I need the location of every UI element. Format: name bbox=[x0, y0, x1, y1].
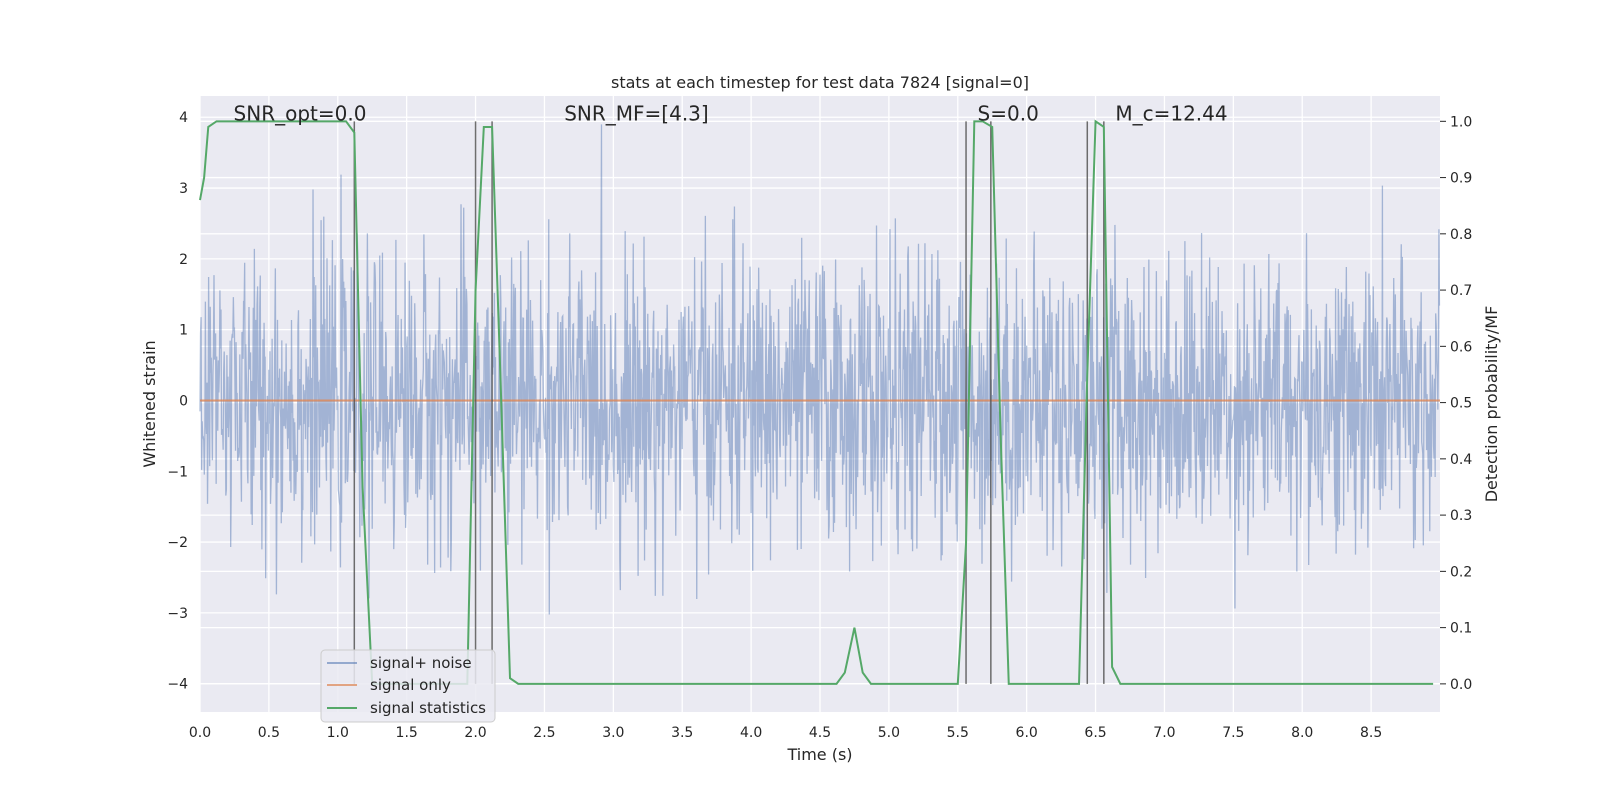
x-tick-label: 8.0 bbox=[1291, 725, 1313, 741]
x-tick-label: 0.0 bbox=[189, 725, 211, 741]
signal-statistics-series bbox=[199, 119, 1434, 685]
x-axis-label: Time (s) bbox=[786, 745, 852, 764]
y-axis-label: Whitened strain bbox=[140, 340, 159, 467]
y2-axis-label: Detection probability/MF bbox=[1482, 306, 1501, 503]
series-signal-statistics-line bbox=[199, 119, 1434, 685]
y-tick-label: −4 bbox=[167, 677, 188, 693]
x-tick-label: 6.0 bbox=[1016, 725, 1038, 741]
y2-tick-label: 0.8 bbox=[1450, 227, 1472, 243]
x-tick-label: 2.0 bbox=[464, 725, 486, 741]
x-tick-label: 8.5 bbox=[1360, 725, 1382, 741]
annotation-label: SNR_MF=[4.3] bbox=[564, 102, 708, 126]
chart-title: stats at each timestep for test data 782… bbox=[611, 73, 1029, 92]
series-signal-noise-line bbox=[199, 124, 1441, 615]
y-tick-label: 3 bbox=[179, 181, 188, 197]
x-tick-label: 6.5 bbox=[1084, 725, 1106, 741]
y2-tick-label: 0.2 bbox=[1450, 564, 1472, 580]
y-tick-label: −3 bbox=[167, 606, 188, 622]
y2-tick-label: 0.9 bbox=[1450, 171, 1472, 187]
y-tick-label: 0 bbox=[179, 393, 188, 409]
y2-tick-label: 0.0 bbox=[1450, 677, 1472, 693]
x-axis-ticks: 0.0 0.5 1.0 1.5 2.0 2.5 3.0 3.5 4.0 4.5 5.0 5.5 6.0 6… bbox=[189, 725, 1382, 741]
legend-label-signal: signal only bbox=[370, 676, 451, 694]
y2-tick-label: 0.4 bbox=[1450, 452, 1472, 468]
x-tick-label: 2.5 bbox=[533, 725, 555, 741]
x-tick-label: 7.0 bbox=[1153, 725, 1175, 741]
x-tick-label: 0.5 bbox=[258, 725, 280, 741]
annotations: SNR_opt=0.0 SNR_MF=[4.3] S=0.0 M_c=12.44 bbox=[234, 102, 1228, 126]
y2-tick-label: 0.3 bbox=[1450, 508, 1472, 524]
y-tick-label: −1 bbox=[167, 464, 188, 480]
y2-tick-label: 1.0 bbox=[1450, 114, 1472, 130]
x-tick-label: 5.0 bbox=[878, 725, 900, 741]
vertical-markers bbox=[353, 121, 1105, 684]
x-tick-label: 3.5 bbox=[671, 725, 693, 741]
y-tick-label: 1 bbox=[179, 323, 188, 339]
y2-axis-ticks: 0.0 0.1 0.2 0.3 0.4 0.5 0.6 0.7 0.8 0.9 1.0 bbox=[1440, 114, 1472, 693]
legend: signal+ noise signal only signal statist… bbox=[320, 649, 496, 723]
x-tick-label: 4.5 bbox=[809, 725, 831, 741]
x-tick-label: 5.5 bbox=[947, 725, 969, 741]
x-tick-label: 7.5 bbox=[1222, 725, 1244, 741]
legend-label-stats: signal statistics bbox=[370, 699, 486, 717]
annotation-label: SNR_opt=0.0 bbox=[234, 102, 367, 126]
legend-box bbox=[320, 649, 496, 723]
y-tick-label: 4 bbox=[179, 110, 188, 126]
y2-tick-label: 0.6 bbox=[1450, 339, 1472, 355]
y2-tick-label: 0.1 bbox=[1450, 621, 1472, 637]
x-tick-label: 3.0 bbox=[602, 725, 624, 741]
annotation-label: M_c=12.44 bbox=[1115, 102, 1227, 126]
noise-series bbox=[199, 124, 1441, 615]
x-tick-label: 1.0 bbox=[327, 725, 349, 741]
annotation-label: S=0.0 bbox=[978, 102, 1039, 126]
y2-tick-label: 0.5 bbox=[1450, 396, 1472, 412]
y-tick-label: 2 bbox=[179, 252, 188, 268]
x-tick-label: 4.0 bbox=[740, 725, 762, 741]
y2-tick-label: 0.7 bbox=[1450, 283, 1472, 299]
y-axis-ticks: −4 −3 −2 −1 0 1 2 3 4 bbox=[167, 110, 188, 692]
x-tick-label: 1.5 bbox=[396, 725, 418, 741]
y-tick-label: −2 bbox=[167, 535, 188, 551]
legend-label-noise: signal+ noise bbox=[370, 654, 472, 672]
